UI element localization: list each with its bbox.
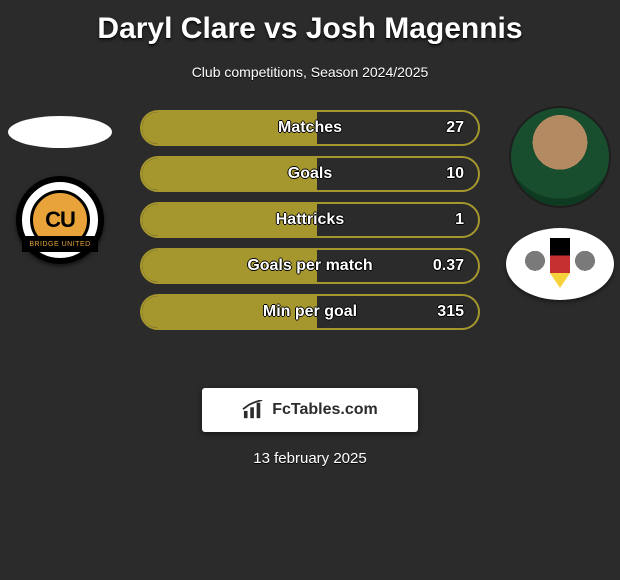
stat-bar: Matches27 [140, 110, 480, 146]
stat-bar: Goals per match0.37 [140, 248, 480, 284]
club-badge-right [506, 228, 614, 300]
stat-bar-value: 0.37 [433, 257, 464, 275]
chart-icon [242, 400, 264, 420]
player-left-avatar-placeholder [8, 116, 112, 148]
stat-bar-value: 315 [437, 303, 464, 321]
date-text: 13 february 2025 [0, 450, 620, 467]
stat-bar-label: Matches [142, 119, 478, 137]
stat-bar-value: 1 [455, 211, 464, 229]
club-badge-left: CU BRIDGE UNITED [16, 176, 104, 264]
page-title: Daryl Clare vs Josh Magennis [0, 12, 620, 46]
brand-text: FcTables.com [272, 401, 378, 419]
brand-badge: FcTables.com [202, 388, 418, 432]
club-badge-left-band: BRIDGE UNITED [22, 236, 98, 252]
stat-bar: Hattricks1 [140, 202, 480, 238]
subtitle: Club competitions, Season 2024/2025 [0, 64, 620, 80]
stat-bar-value: 27 [446, 119, 464, 137]
stat-bars: Matches27 Goals10 Hattricks1 Goals per matc… [140, 110, 480, 340]
right-column [500, 108, 620, 368]
stat-bar-label: Goals per match [142, 257, 478, 275]
stat-bar-label: Goals [142, 165, 478, 183]
stat-bar-label: Min per goal [142, 303, 478, 321]
stat-bar-value: 10 [446, 165, 464, 183]
left-column: CU BRIDGE UNITED [0, 108, 120, 368]
player-right-photo [511, 108, 609, 206]
stat-bar: Min per goal315 [140, 294, 480, 330]
stat-bar-label: Hattricks [142, 211, 478, 229]
comparison-body: CU BRIDGE UNITED Matches27 Goals10 Hattric… [0, 108, 620, 368]
stat-bar: Goals10 [140, 156, 480, 192]
